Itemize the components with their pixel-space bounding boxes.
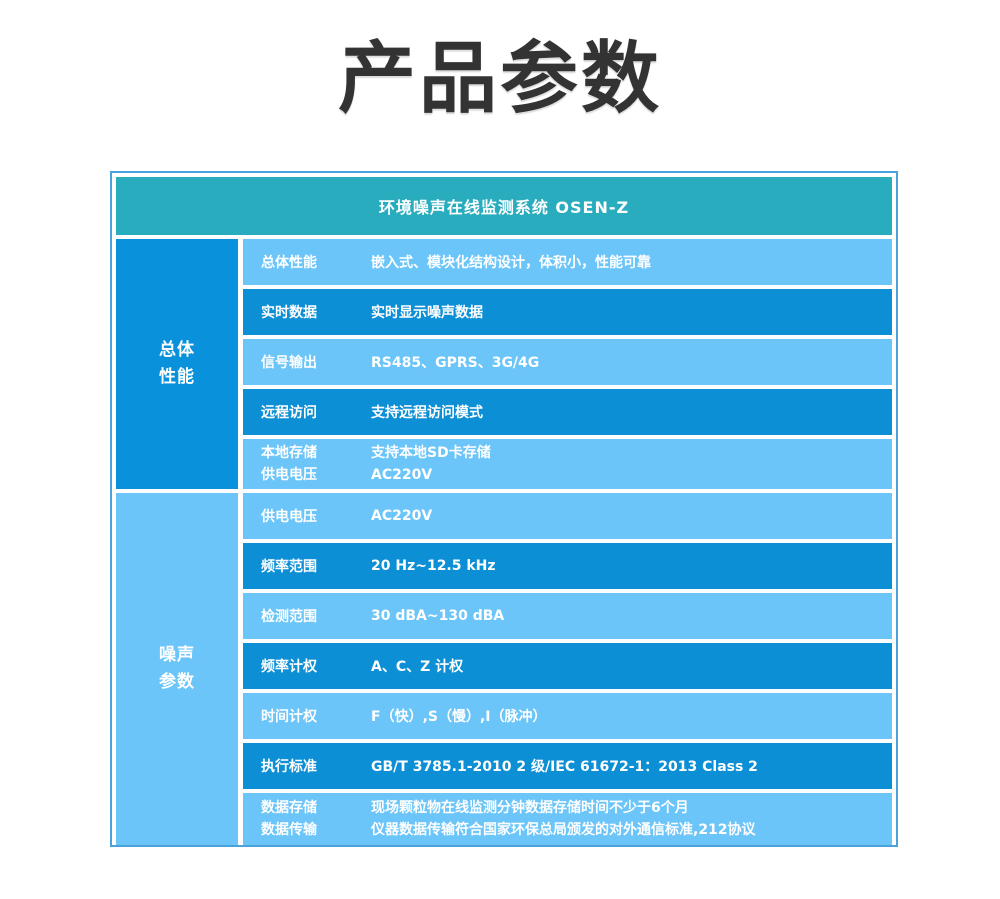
row-value: A、C、Z 计权 — [371, 659, 464, 675]
table-row: 频率计权 A、C、Z 计权 — [243, 643, 892, 689]
row-value: 20 Hz~12.5 kHz — [371, 558, 496, 574]
table-row: 远程访问 支持远程访问模式 — [243, 389, 892, 435]
table-row: 时间计权 F（快）,S（慢）,I（脉冲） — [243, 693, 892, 739]
row-value: 现场颗粒物在线监测分钟数据存储时间不少于6个月 — [371, 800, 689, 816]
row-label: 本地存储 — [261, 445, 317, 461]
row-label: 数据传输 — [261, 822, 317, 838]
row-value: 支持本地SD卡存储 — [371, 445, 491, 461]
row-label: 供电电压 — [261, 509, 317, 525]
row-label: 供电电压 — [261, 467, 317, 483]
table-row: 频率范围 20 Hz~12.5 kHz — [243, 543, 892, 589]
row-label: 信号输出 — [261, 355, 317, 371]
section-label-line: 总体 — [159, 340, 195, 360]
row-value: 支持远程访问模式 — [371, 405, 483, 421]
row-label: 频率计权 — [261, 659, 317, 675]
row-line: 数据存储 现场颗粒物在线监测分钟数据存储时间不少于6个月 — [243, 797, 892, 819]
row-value: 仪器数据传输符合国家环保总局颁发的对外通信标准,212协议 — [371, 822, 756, 838]
row-value: 嵌入式、模块化结构设计，体积小，性能可靠 — [371, 255, 651, 271]
table-row: 数据存储 现场颗粒物在线监测分钟数据存储时间不少于6个月 数据传输 仪器数据传输… — [243, 793, 892, 845]
row-value: RS485、GPRS、3G/4G — [371, 355, 540, 371]
row-label: 执行标准 — [261, 759, 317, 775]
row-value: GB/T 3785.1-2010 2 级/IEC 61672-1：2013 Cl… — [371, 759, 758, 775]
row-value: AC220V — [371, 508, 433, 524]
row-label: 远程访问 — [261, 405, 317, 421]
row-label: 检测范围 — [261, 609, 317, 625]
table-row: 检测范围 30 dBA~130 dBA — [243, 593, 892, 639]
table-row: 实时数据 实时显示噪声数据 — [243, 289, 892, 335]
table-row: 本地存储 支持本地SD卡存储 供电电压 AC220V — [243, 439, 892, 489]
table-row: 供电电压 AC220V — [243, 493, 892, 539]
row-line: 数据传输 仪器数据传输符合国家环保总局颁发的对外通信标准,212协议 — [243, 819, 892, 841]
table-header-title: 环境噪声在线监测系统 OSEN-Z — [378, 198, 630, 217]
section-overall-performance: 总体 性能 总体性能 嵌入式、模块化结构设计，体积小，性能可靠 实时数据 实时显… — [116, 239, 892, 489]
section-label-noise-parameters: 噪声 参数 — [116, 493, 238, 845]
section-label-line: 噪声 — [159, 645, 195, 665]
table-row: 总体性能 嵌入式、模块化结构设计，体积小，性能可靠 — [243, 239, 892, 285]
row-label: 时间计权 — [261, 709, 317, 725]
row-line: 供电电压 AC220V — [243, 464, 892, 486]
row-label: 总体性能 — [261, 255, 317, 271]
section-label-line: 性能 — [159, 367, 195, 387]
row-value: AC220V — [371, 467, 433, 483]
product-spec-table: 环境噪声在线监测系统 OSEN-Z 总体 性能 总体性能 嵌入式、模块化结构设计… — [110, 171, 898, 847]
table-row: 执行标准 GB/T 3785.1-2010 2 级/IEC 61672-1：20… — [243, 743, 892, 789]
section-noise-parameters: 噪声 参数 供电电压 AC220V 频率范围 20 Hz~12.5 kHz 检测… — [116, 493, 892, 845]
section-label-overall-performance: 总体 性能 — [116, 239, 238, 489]
section-rows: 供电电压 AC220V 频率范围 20 Hz~12.5 kHz 检测范围 30 … — [243, 493, 892, 845]
section-rows: 总体性能 嵌入式、模块化结构设计，体积小，性能可靠 实时数据 实时显示噪声数据 … — [243, 239, 892, 489]
table-row: 信号输出 RS485、GPRS、3G/4G — [243, 339, 892, 385]
row-value: 实时显示噪声数据 — [371, 305, 483, 321]
table-header: 环境噪声在线监测系统 OSEN-Z — [116, 177, 892, 235]
row-label: 频率范围 — [261, 559, 317, 575]
page-title: 产品参数 — [337, 34, 662, 124]
row-label: 数据存储 — [261, 800, 317, 816]
row-value: F（快）,S（慢）,I（脉冲） — [371, 709, 547, 725]
section-label-line: 参数 — [159, 672, 195, 692]
row-value: 30 dBA~130 dBA — [371, 608, 505, 624]
row-label: 实时数据 — [261, 305, 317, 321]
row-line: 本地存储 支持本地SD卡存储 — [243, 442, 892, 464]
